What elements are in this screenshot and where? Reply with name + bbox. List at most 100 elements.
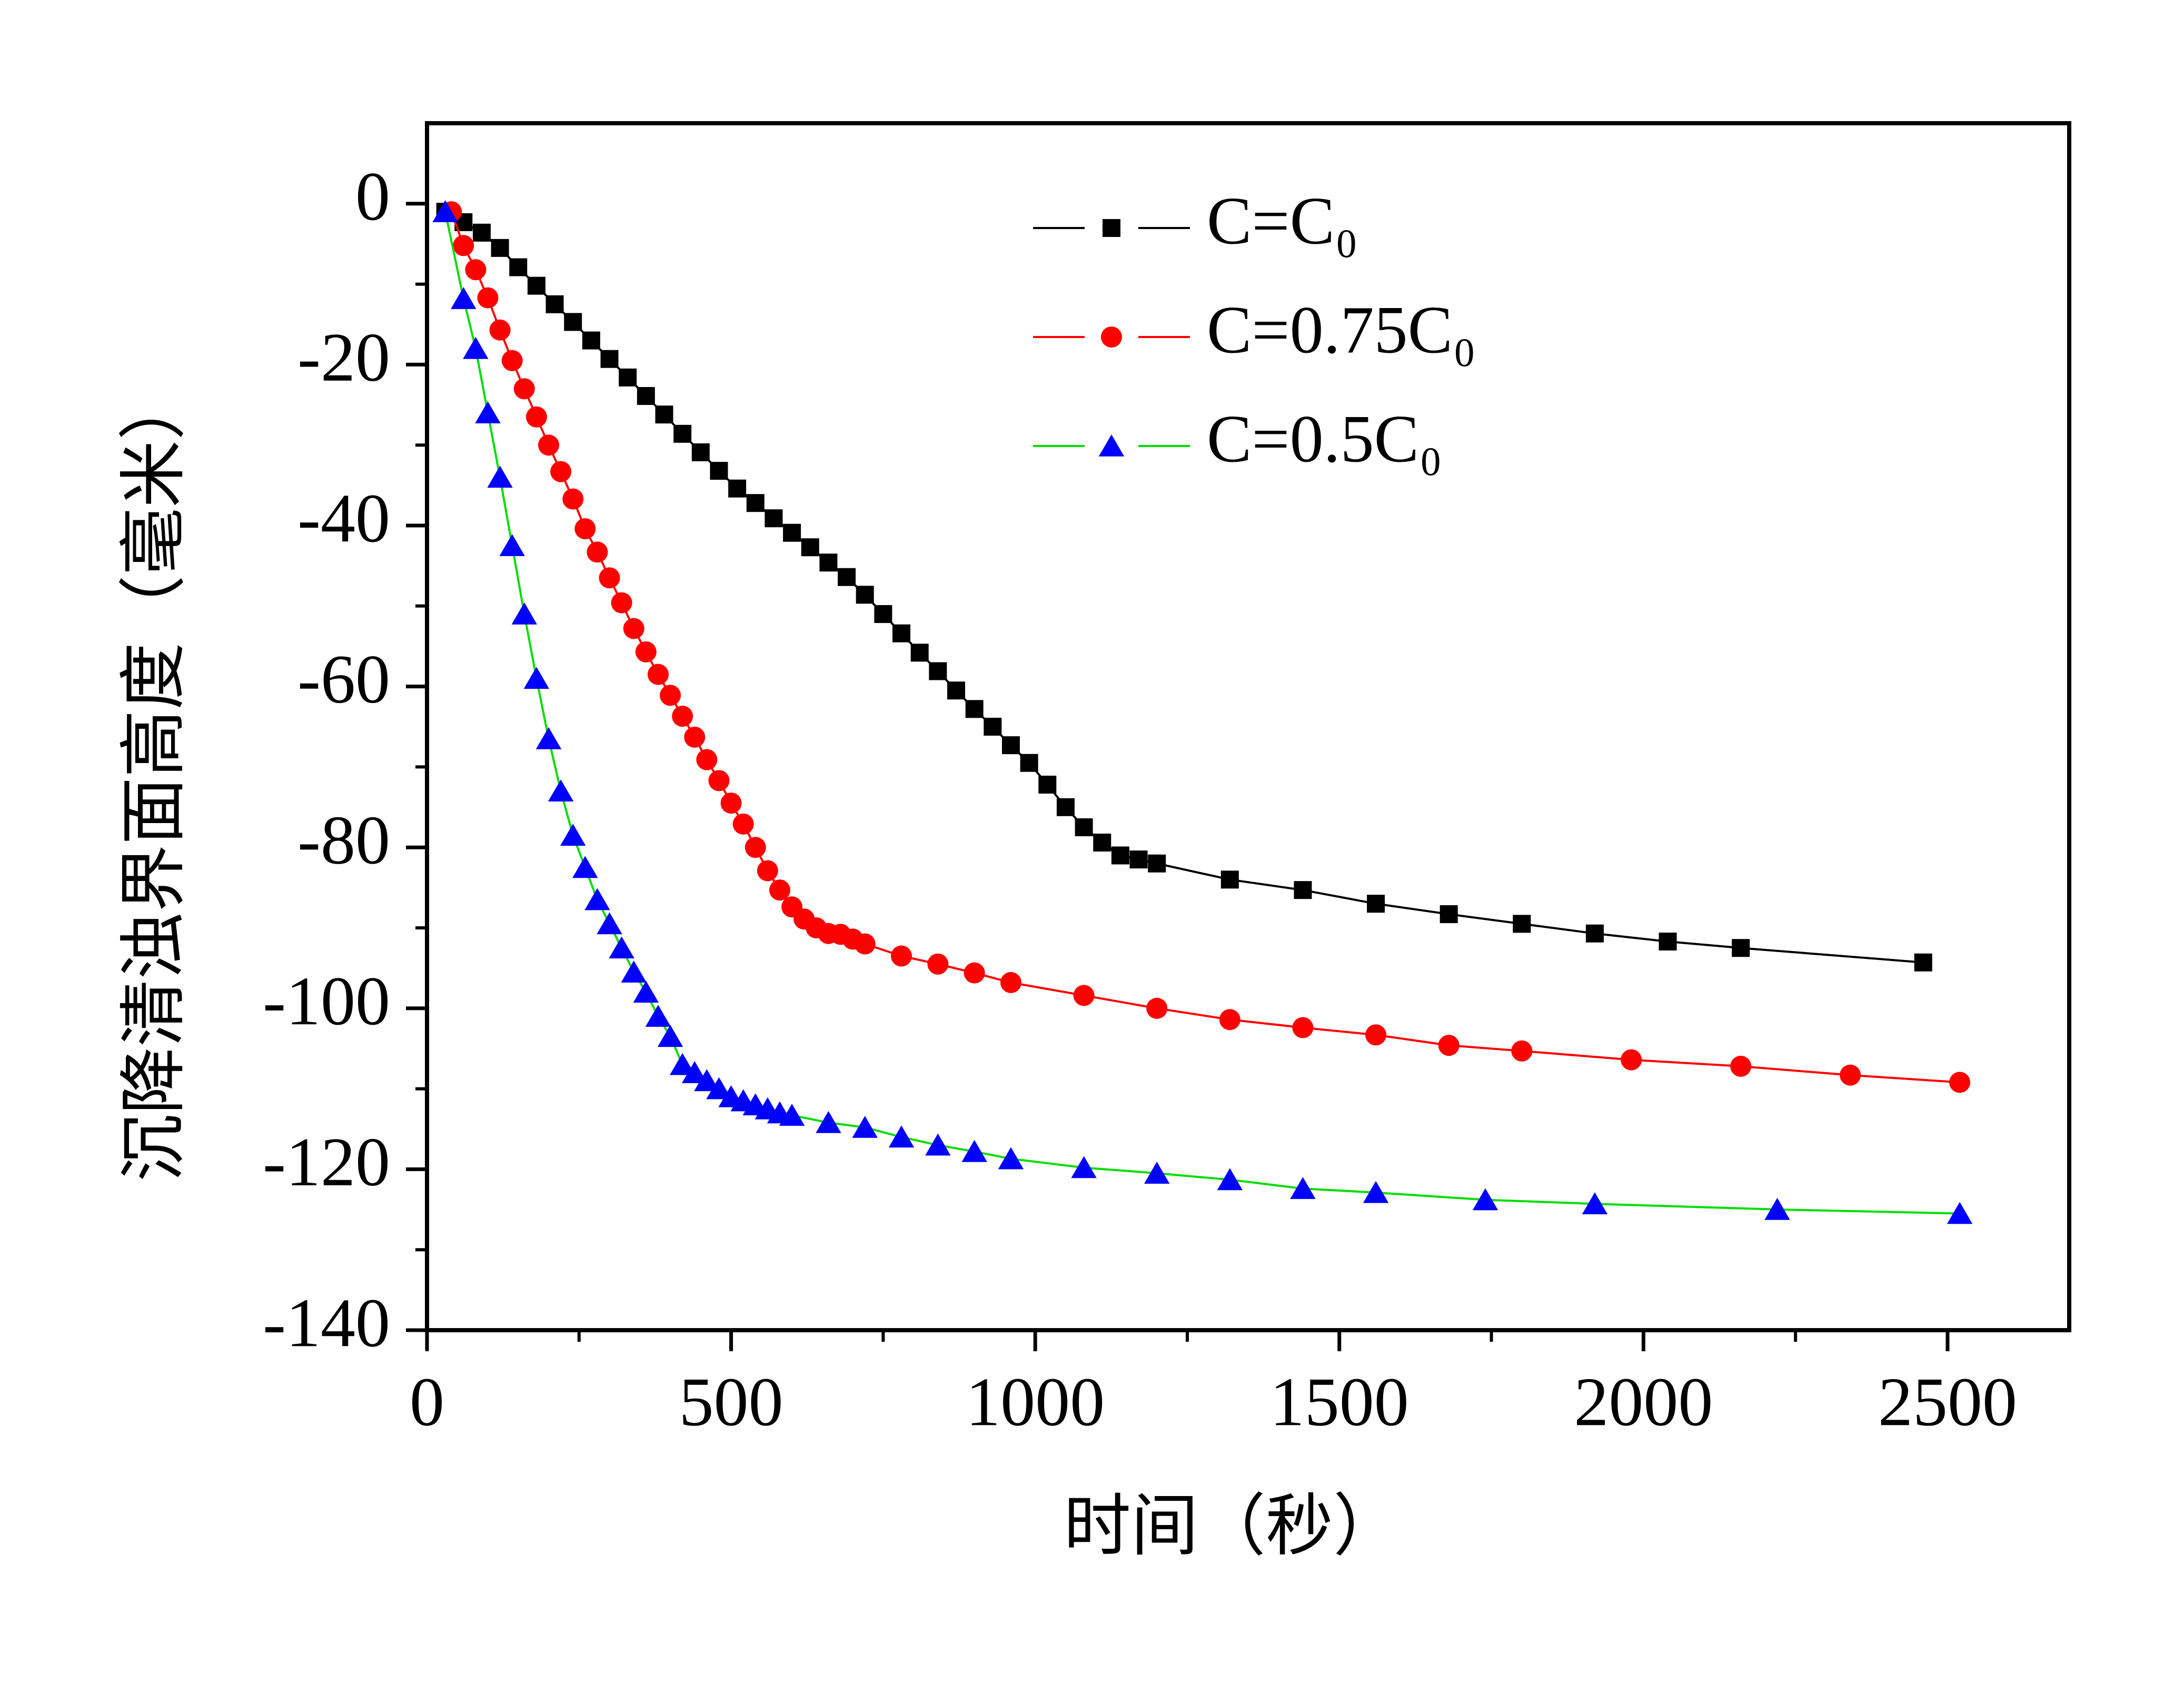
marker (856, 586, 874, 604)
marker (1949, 1072, 1971, 1093)
marker (499, 534, 525, 556)
marker (564, 313, 582, 331)
marker (984, 718, 1002, 736)
marker (682, 1061, 708, 1083)
y-tick-label: -100 (263, 962, 390, 1039)
legend-marker (1098, 434, 1125, 457)
marker (769, 879, 791, 901)
x-tick-label: 2000 (1574, 1363, 1713, 1440)
y-axis-label: 沉降清浊界面高度（毫米） (116, 373, 191, 1182)
marker (621, 961, 647, 983)
marker (1290, 1177, 1316, 1199)
marker (660, 685, 681, 706)
marker (633, 981, 659, 1003)
marker (1732, 939, 1750, 957)
marker (669, 1053, 696, 1075)
marker (819, 553, 838, 572)
y-tick-label: -40 (297, 479, 390, 557)
marker (1764, 1197, 1790, 1220)
marker (1914, 953, 1932, 972)
y-tick-label: -140 (263, 1284, 390, 1361)
marker (637, 387, 655, 405)
marker (888, 1125, 915, 1148)
marker (623, 618, 644, 639)
marker (527, 276, 545, 295)
marker (550, 461, 572, 482)
marker (647, 664, 669, 685)
marker (892, 624, 911, 642)
x-tick-label: 2500 (1878, 1363, 2017, 1440)
marker (600, 350, 619, 368)
marker (587, 541, 608, 563)
marker (599, 567, 620, 589)
marker (1020, 754, 1038, 772)
marker (710, 462, 728, 480)
legend-marker (1101, 326, 1122, 348)
marker (801, 538, 819, 557)
marker (1511, 1040, 1533, 1062)
marker (720, 793, 742, 814)
marker (1144, 1162, 1170, 1184)
marker (1220, 870, 1239, 889)
marker (947, 681, 966, 700)
marker (1585, 924, 1604, 943)
y-tick-label: -80 (297, 801, 390, 878)
marker (998, 1147, 1024, 1170)
marker (854, 933, 876, 955)
marker (1075, 818, 1093, 836)
marker (1947, 1202, 1973, 1224)
marker (574, 518, 596, 540)
marker (1219, 1009, 1240, 1031)
marker (1730, 1055, 1752, 1077)
x-axis-label: 时间（秒） (1064, 1489, 1401, 1563)
marker (1217, 1168, 1243, 1191)
marker (965, 700, 984, 718)
marker (673, 424, 692, 443)
marker (691, 443, 710, 461)
marker (582, 331, 600, 350)
marker (1513, 915, 1531, 933)
marker (1146, 997, 1168, 1019)
marker (1582, 1192, 1608, 1214)
marker (694, 1069, 720, 1092)
x-tick-label: 500 (679, 1363, 783, 1440)
marker (584, 888, 610, 910)
marker (513, 378, 535, 400)
marker (509, 258, 528, 276)
marker (657, 1025, 683, 1047)
marker (560, 824, 586, 846)
marker (706, 1077, 732, 1100)
marker (1038, 776, 1057, 794)
marker (783, 523, 801, 542)
marker (779, 1104, 805, 1126)
marker (1472, 1188, 1498, 1211)
marker (746, 494, 765, 512)
marker (611, 592, 632, 613)
marker (684, 726, 706, 748)
marker (925, 1133, 951, 1156)
marker (538, 434, 560, 456)
marker (1071, 1156, 1097, 1179)
marker (472, 223, 491, 242)
x-tick-label: 0 (410, 1363, 444, 1440)
marker (511, 602, 538, 625)
marker (732, 813, 754, 835)
legend-marker (1103, 219, 1120, 237)
marker (1840, 1064, 1861, 1086)
y-tick-label: 0 (355, 157, 390, 235)
marker (852, 1115, 878, 1138)
marker (961, 1140, 987, 1162)
marker (1367, 895, 1385, 913)
marker (1148, 854, 1166, 873)
legend-label: C=0.75C₀ (1207, 292, 1476, 367)
marker (1111, 846, 1129, 865)
plot-frame (425, 121, 2071, 1332)
marker (572, 856, 598, 878)
marker (1294, 881, 1312, 899)
marker (744, 837, 766, 858)
x-tick-label: 1500 (1270, 1363, 1409, 1440)
marker (487, 466, 513, 488)
marker (477, 287, 499, 309)
marker (1056, 798, 1075, 816)
